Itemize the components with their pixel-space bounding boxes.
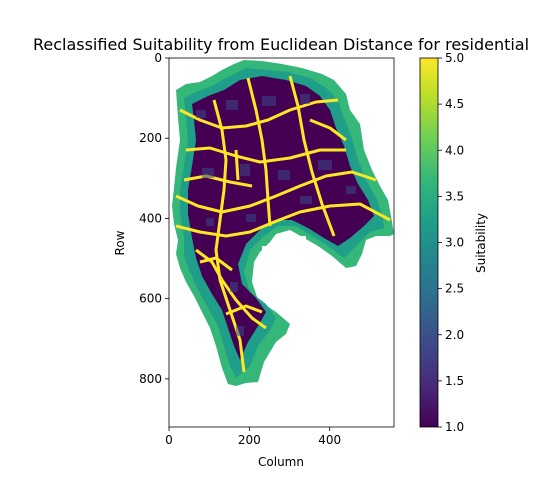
axes-frame (168, 57, 395, 428)
colorbar-tick-label: 3.0 (445, 236, 464, 250)
colorbar-tick-label: 4.5 (445, 97, 464, 111)
y-axis-ticks: 0 200 400 600 800 (139, 51, 169, 386)
y-tick-label: 600 (139, 292, 162, 306)
colorbar-tick-label: 2.0 (445, 328, 464, 342)
y-tick-label: 800 (139, 372, 162, 386)
x-axis-ticks: 0 200 400 (165, 427, 341, 447)
colorbar: 1.0 1.5 2.0 2.5 3.0 3.5 4.0 4.5 5.0 Suitability (419, 51, 488, 434)
colorbar-tick-label: 3.5 (445, 189, 464, 203)
suitability-5-network (175, 75, 391, 373)
x-tick-label: 200 (238, 433, 261, 447)
x-tick-label: 400 (318, 433, 341, 447)
colorbar-tick-label: 4.0 (445, 143, 464, 157)
x-tick-label: 0 (165, 433, 173, 447)
y-axis-label: Row (113, 230, 127, 255)
colorbar-ticks: 1.0 1.5 2.0 2.5 3.0 3.5 4.0 4.5 5.0 (438, 51, 464, 434)
colorbar-gradient (419, 57, 439, 428)
y-tick-label: 0 (154, 51, 162, 65)
y-tick-label: 400 (139, 211, 162, 225)
colorbar-tick-label: 5.0 (445, 51, 464, 65)
plot-area: 0 200 400 0 200 400 600 800 Column Row (113, 51, 395, 469)
x-axis-label: Column (258, 455, 304, 469)
chart-title: Reclassified Suitability from Euclidean … (33, 35, 529, 54)
colorbar-tick-label: 1.0 (445, 420, 464, 434)
colorbar-label: Suitability (474, 213, 488, 273)
no-data-gaps (262, 236, 306, 262)
colorbar-tick-label: 2.5 (445, 282, 464, 296)
colorbar-tick-label: 1.5 (445, 374, 464, 388)
building-blocks (196, 94, 356, 336)
y-tick-label: 200 (139, 131, 162, 145)
heatmap-raster (172, 60, 394, 386)
